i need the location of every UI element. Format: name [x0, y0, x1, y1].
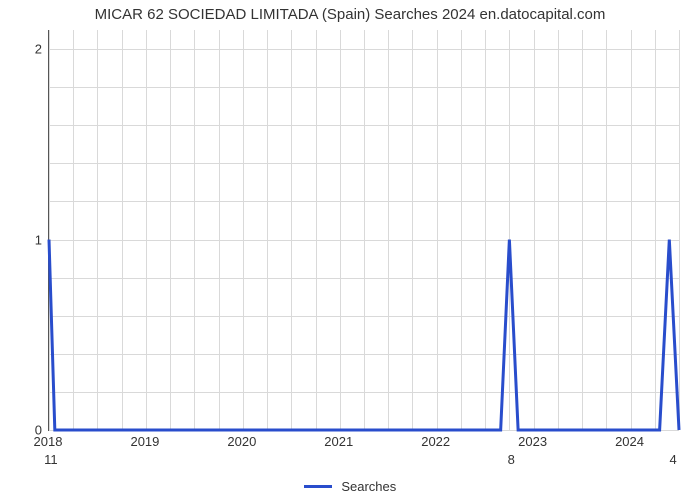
x-tick-label: 2024: [615, 434, 644, 449]
below-axis-label: 4: [670, 452, 677, 467]
x-tick-label: 2021: [324, 434, 353, 449]
below-axis-label: 8: [508, 452, 515, 467]
x-tick-label: 2023: [518, 434, 547, 449]
plot-area: [48, 30, 679, 431]
chart-title: MICAR 62 SOCIEDAD LIMITADA (Spain) Searc…: [0, 6, 700, 23]
y-tick-label: 2: [12, 42, 42, 57]
chart-container: MICAR 62 SOCIEDAD LIMITADA (Spain) Searc…: [0, 0, 700, 500]
y-tick-label: 1: [12, 232, 42, 247]
x-tick-label: 2019: [130, 434, 159, 449]
x-tick-label: 2022: [421, 434, 450, 449]
legend-swatch: [304, 485, 332, 488]
x-tick-label: 2020: [227, 434, 256, 449]
line-layer: [49, 30, 679, 430]
series-line: [49, 240, 679, 430]
legend-label: Searches: [341, 479, 396, 494]
legend: Searches: [0, 478, 700, 494]
below-axis-label: 11: [44, 452, 58, 467]
x-tick-label: 2018: [34, 434, 63, 449]
